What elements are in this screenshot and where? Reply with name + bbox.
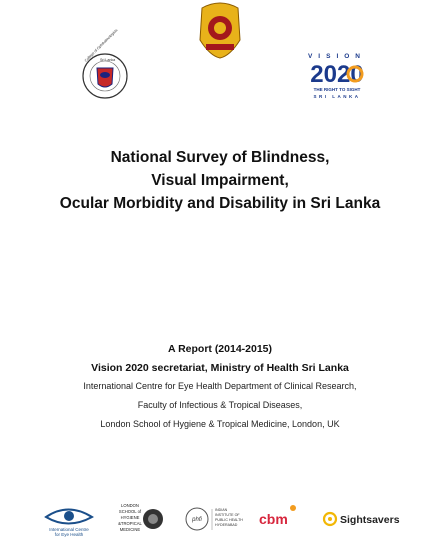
vision-year: 2020: [310, 61, 363, 88]
affiliation-line: International Centre for Eye Health Depa…: [83, 381, 356, 391]
phfi-mark: phfi: [191, 517, 202, 523]
lshtm-name: &TROPICAL: [118, 521, 142, 526]
phfi-name: INDIAN: [215, 508, 228, 512]
lshtm-logo: LONDON SCHOOL of HYGIENE &TROPICAL MEDIC…: [118, 503, 163, 532]
iceh-name: for Eye Health: [55, 532, 84, 537]
affiliation-line: London School of Hygiene & Tropical Medi…: [100, 419, 339, 429]
phfi-name: HYDERABAD: [215, 523, 238, 527]
college-country: Sri Lanka: [100, 58, 115, 62]
iceh-name: International Centre: [49, 527, 89, 532]
cbm-logo: cbm: [259, 505, 296, 527]
phfi-name: INSTITUTE OF: [215, 513, 240, 517]
title-line: Visual Impairment,: [151, 172, 289, 189]
vision-country: SRI LANKA: [314, 94, 361, 99]
phfi-logo: phfi INDIAN INSTITUTE OF PUBLIC HEALTH H…: [185, 507, 243, 531]
cbm-name: cbm: [259, 511, 288, 527]
lshtm-name: LONDON: [121, 503, 139, 508]
national-emblem: [199, 2, 241, 59]
college-logo: College of Ophthalmologists Sri Lanka: [82, 28, 128, 99]
lshtm-name: MEDICINE: [120, 527, 141, 532]
report-label: A Report (2014-2015): [168, 343, 272, 355]
affiliation-line: Faculty of Infectious & Tropical Disease…: [138, 400, 303, 410]
report-secretariat: Vision 2020 secretariat, Ministry of Hea…: [91, 362, 349, 374]
title-line: Ocular Morbidity and Disability in Sri L…: [60, 195, 381, 212]
lshtm-name: HYGIENE: [121, 515, 140, 520]
vision-word: VISION: [308, 53, 366, 60]
iceh-logo: International Centre for Eye Health: [44, 508, 94, 537]
sightsavers-logo: Sightsavers: [322, 511, 400, 527]
vision-tagline: THE RIGHT TO SIGHT: [314, 87, 361, 92]
lshtm-name: SCHOOL of: [119, 509, 142, 514]
phfi-name: PUBLIC HEALTH: [215, 518, 243, 522]
title-line: National Survey of Blindness,: [111, 149, 330, 166]
vision-2020-logo: VISION 2020 THE RIGHT TO SIGHT SRI LANKA: [308, 53, 366, 99]
sightsavers-name: Sightsavers: [340, 514, 400, 526]
